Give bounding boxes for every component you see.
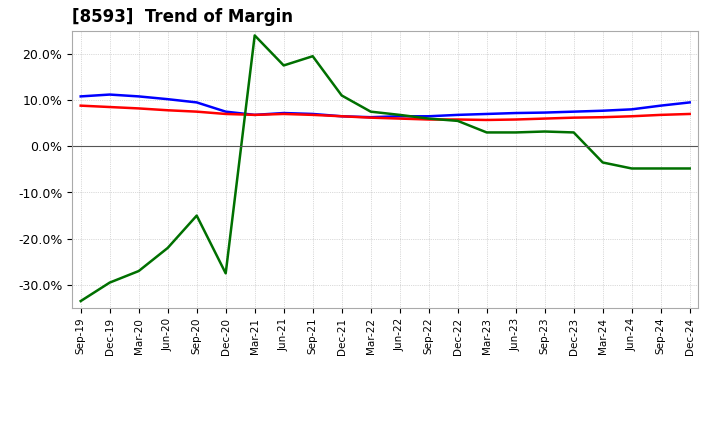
Net Income	[482, 117, 491, 123]
Operating Cashflow	[598, 160, 607, 165]
Operating Cashflow	[424, 116, 433, 121]
Operating Cashflow	[454, 118, 462, 124]
Operating Cashflow	[395, 112, 404, 117]
Ordinary Income	[105, 92, 114, 97]
Ordinary Income	[541, 110, 549, 115]
Net Income	[685, 111, 694, 117]
Operating Cashflow	[192, 213, 201, 218]
Ordinary Income	[627, 106, 636, 112]
Net Income	[598, 114, 607, 120]
Operating Cashflow	[76, 298, 85, 304]
Ordinary Income	[163, 96, 172, 102]
Ordinary Income	[366, 114, 375, 120]
Net Income	[366, 115, 375, 120]
Operating Cashflow	[685, 166, 694, 171]
Ordinary Income	[192, 100, 201, 105]
Ordinary Income	[135, 94, 143, 99]
Operating Cashflow	[251, 33, 259, 38]
Ordinary Income	[482, 111, 491, 117]
Net Income	[541, 116, 549, 121]
Net Income	[570, 115, 578, 120]
Net Income	[454, 117, 462, 122]
Ordinary Income	[511, 110, 520, 116]
Net Income	[657, 112, 665, 117]
Ordinary Income	[657, 103, 665, 108]
Ordinary Income	[76, 94, 85, 99]
Net Income	[627, 114, 636, 119]
Ordinary Income	[570, 109, 578, 114]
Net Income	[251, 112, 259, 117]
Ordinary Income	[221, 109, 230, 114]
Ordinary Income	[251, 112, 259, 117]
Ordinary Income	[598, 108, 607, 114]
Net Income	[192, 109, 201, 114]
Net Income	[221, 111, 230, 117]
Operating Cashflow	[657, 166, 665, 171]
Ordinary Income	[395, 114, 404, 119]
Operating Cashflow	[482, 130, 491, 135]
Operating Cashflow	[135, 268, 143, 274]
Operating Cashflow	[338, 93, 346, 98]
Net Income	[163, 108, 172, 113]
Operating Cashflow	[627, 166, 636, 171]
Net Income	[308, 112, 317, 117]
Ordinary Income	[685, 100, 694, 105]
Ordinary Income	[424, 114, 433, 119]
Net Income	[338, 114, 346, 119]
Net Income	[511, 117, 520, 122]
Ordinary Income	[279, 110, 288, 116]
Line: Ordinary Income: Ordinary Income	[81, 95, 690, 117]
Ordinary Income	[308, 111, 317, 117]
Operating Cashflow	[570, 130, 578, 135]
Net Income	[105, 104, 114, 110]
Text: [8593]  Trend of Margin: [8593] Trend of Margin	[72, 8, 293, 26]
Line: Operating Cashflow: Operating Cashflow	[81, 35, 690, 301]
Net Income	[135, 106, 143, 111]
Operating Cashflow	[221, 271, 230, 276]
Operating Cashflow	[279, 63, 288, 68]
Net Income	[395, 116, 404, 121]
Operating Cashflow	[308, 54, 317, 59]
Ordinary Income	[338, 114, 346, 119]
Operating Cashflow	[163, 246, 172, 251]
Net Income	[424, 117, 433, 122]
Net Income	[279, 111, 288, 117]
Operating Cashflow	[105, 280, 114, 285]
Ordinary Income	[454, 112, 462, 117]
Operating Cashflow	[541, 129, 549, 134]
Line: Net Income: Net Income	[81, 106, 690, 120]
Net Income	[76, 103, 85, 108]
Operating Cashflow	[366, 109, 375, 114]
Operating Cashflow	[511, 130, 520, 135]
